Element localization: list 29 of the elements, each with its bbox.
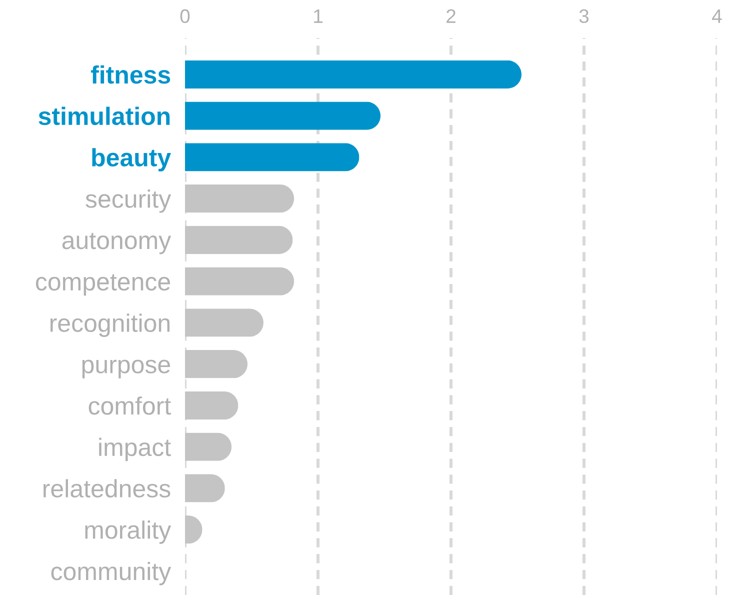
- y-tick-label: stimulation: [38, 106, 170, 126]
- y-tick-label: fitness: [90, 65, 170, 84]
- bar: [185, 226, 293, 254]
- bar: [185, 184, 294, 213]
- bar: [185, 267, 294, 296]
- bar: [185, 102, 381, 130]
- bar: [185, 350, 248, 378]
- x-tick-label: 1: [314, 9, 322, 23]
- bar: [185, 143, 360, 172]
- bar: [185, 391, 238, 420]
- y-tick-label: comfort: [88, 396, 171, 415]
- y-tick-label: purpose: [82, 360, 170, 378]
- y-tick-label: impact: [99, 438, 171, 462]
- x-tick-label: 4: [712, 9, 722, 23]
- y-tick-label: competence: [36, 274, 170, 296]
- bar: [185, 308, 264, 337]
- x-tick-label: 3: [579, 9, 589, 24]
- x-tick-label: 0: [180, 9, 190, 24]
- y-tick-label: security: [86, 190, 172, 213]
- y-tick-label: autonomy: [62, 232, 172, 254]
- bar: [185, 60, 522, 88]
- y-tick-label: beauty: [92, 148, 171, 172]
- bar: [185, 474, 225, 502]
- x-tick-label: 2: [446, 9, 456, 23]
- y-tick-label: recognition: [50, 314, 170, 337]
- bar: [185, 432, 232, 461]
- y-tick-label: relatedness: [44, 479, 170, 498]
- y-tick-label: morality: [85, 520, 172, 544]
- y-tick-label: community: [51, 562, 172, 586]
